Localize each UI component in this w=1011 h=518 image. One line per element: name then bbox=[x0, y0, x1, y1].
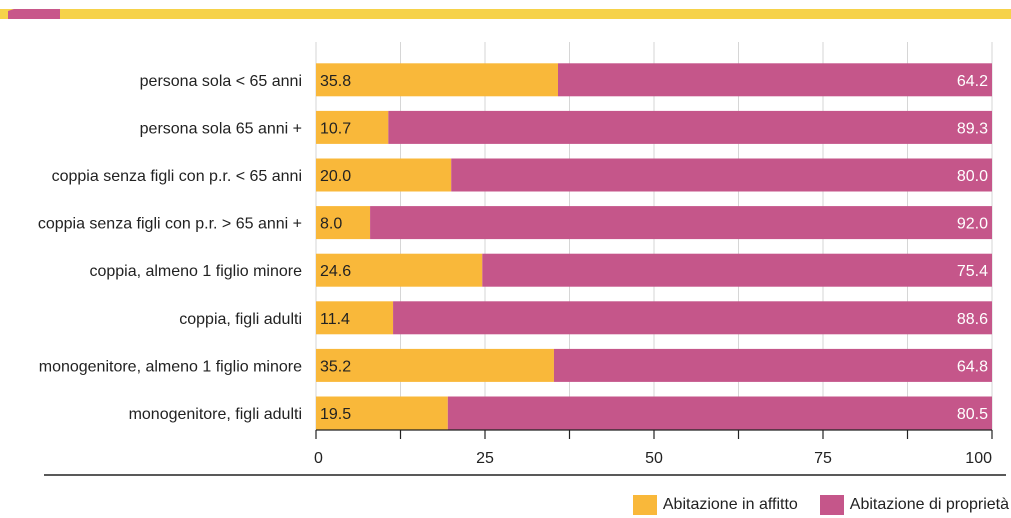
value-label-proprieta: 89.3 bbox=[957, 120, 988, 137]
header-accent-bar bbox=[0, 9, 1011, 19]
category-label: monogenitore, figli adulti bbox=[129, 406, 302, 423]
value-label-proprieta: 64.8 bbox=[957, 358, 988, 375]
bar-affitto bbox=[316, 348, 554, 382]
value-label-affitto: 11.4 bbox=[320, 311, 350, 328]
value-label-affitto: 20.0 bbox=[320, 168, 351, 185]
value-label-proprieta: 88.6 bbox=[957, 311, 988, 328]
value-label-affitto: 19.5 bbox=[320, 406, 351, 423]
category-label: coppia senza figli con p.r. > 65 anni + bbox=[38, 216, 302, 233]
bar-proprieta bbox=[482, 253, 992, 287]
category-label: coppia, almeno 1 figlio minore bbox=[89, 263, 302, 280]
bar-proprieta bbox=[451, 158, 992, 192]
category-label: coppia, figli adulti bbox=[179, 311, 302, 328]
value-label-proprieta: 64.2 bbox=[957, 73, 988, 90]
x-tick-label: 50 bbox=[645, 450, 663, 467]
value-label-proprieta: 80.5 bbox=[957, 406, 988, 423]
x-tick-label: 0 bbox=[314, 450, 323, 467]
value-label-affitto: 35.8 bbox=[320, 73, 351, 90]
bar-affitto bbox=[316, 206, 371, 240]
bar-affitto bbox=[316, 158, 452, 192]
x-tick-label: 25 bbox=[476, 450, 494, 467]
value-label-affitto: 24.6 bbox=[320, 263, 351, 280]
bar-proprieta bbox=[388, 110, 992, 144]
x-tick-label: 100 bbox=[965, 450, 992, 467]
legend-label-proprieta: Abitazione di proprietà bbox=[849, 496, 1009, 513]
bar-affitto bbox=[316, 63, 559, 97]
legend-swatch-proprieta bbox=[819, 495, 844, 515]
bar-affitto bbox=[316, 110, 389, 144]
accent-line bbox=[0, 9, 1011, 19]
bar-proprieta bbox=[553, 348, 992, 382]
x-tick-label: 75 bbox=[814, 450, 832, 467]
bar-affitto bbox=[316, 253, 483, 287]
bar-affitto bbox=[316, 301, 394, 335]
bar-proprieta bbox=[393, 301, 993, 335]
stacked-bar-chart: persona sola < 65 anni 35.8 64.2 persona so… bbox=[38, 42, 1006, 476]
bar-proprieta bbox=[447, 396, 992, 430]
value-label-proprieta: 80.0 bbox=[957, 168, 988, 185]
value-label-proprieta: 75.4 bbox=[957, 263, 988, 280]
value-label-proprieta: 92.0 bbox=[957, 216, 988, 233]
chart-legend: Abitazione in affitto Abitazione di prop… bbox=[632, 493, 1009, 517]
value-label-affitto: 35.2 bbox=[320, 358, 351, 375]
legend-label-affitto: Abitazione in affitto bbox=[662, 496, 798, 513]
value-label-affitto: 10.7 bbox=[320, 120, 351, 137]
accent-marker bbox=[8, 9, 60, 19]
legend-item-proprieta: Abitazione di proprietà bbox=[819, 495, 1009, 515]
category-label: coppia senza figli con p.r. < 65 anni bbox=[52, 168, 302, 185]
bar-proprieta bbox=[558, 63, 992, 97]
legend-swatch-affitto bbox=[632, 495, 657, 515]
category-label: persona sola < 65 anni bbox=[140, 73, 302, 90]
legend-item-affitto: Abitazione in affitto bbox=[632, 495, 798, 515]
bar-affitto bbox=[316, 396, 448, 430]
bar-proprieta bbox=[370, 206, 993, 240]
value-label-affitto: 8.0 bbox=[320, 216, 342, 233]
category-label: monogenitore, almeno 1 figlio minore bbox=[39, 358, 302, 375]
category-label: persona sola 65 anni + bbox=[140, 120, 302, 137]
